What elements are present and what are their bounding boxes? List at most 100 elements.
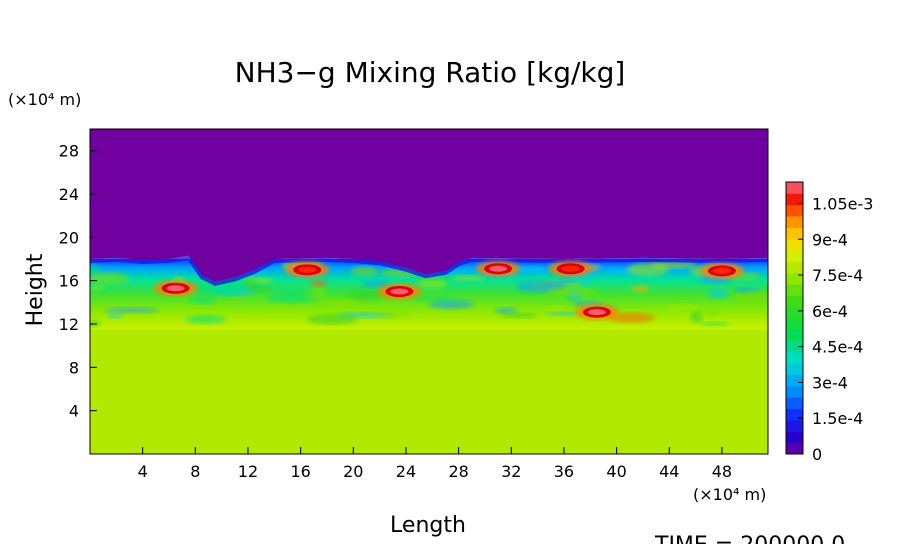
colorbar-label: 9e-4 bbox=[812, 230, 848, 249]
band-structure bbox=[265, 293, 319, 304]
time-label: TIME = 200000.0 bbox=[654, 533, 845, 544]
band-structure bbox=[191, 282, 243, 296]
colorbar-segment bbox=[786, 408, 803, 421]
band-structure bbox=[690, 310, 703, 324]
peak-core-0 bbox=[166, 285, 185, 292]
band-structure bbox=[347, 288, 385, 300]
chart-title: NH3−g Mixing Ratio [kg/kg] bbox=[235, 56, 626, 89]
band-structure bbox=[90, 263, 101, 275]
colorbar-segment bbox=[786, 272, 803, 285]
y-tick-label: 16 bbox=[59, 272, 79, 291]
band-structure bbox=[375, 309, 411, 319]
band-structure bbox=[631, 285, 650, 293]
peak-core-1 bbox=[298, 266, 317, 273]
band-structure bbox=[666, 303, 698, 312]
colorbar-segment bbox=[786, 250, 803, 262]
colorbar-label: 6e-4 bbox=[812, 302, 848, 321]
band-structure bbox=[350, 266, 379, 277]
colorbar-label: 7.5e-4 bbox=[812, 266, 863, 285]
region-lower-layer bbox=[90, 329, 768, 454]
colorbar-label: 1.05e-3 bbox=[812, 194, 873, 213]
band-structure bbox=[311, 298, 365, 309]
x-tick-label: 24 bbox=[396, 462, 416, 481]
peak-core-3 bbox=[489, 265, 508, 272]
band-structure bbox=[188, 295, 217, 304]
colorbar-label: 0 bbox=[812, 445, 822, 464]
x-tick-label: 8 bbox=[190, 462, 200, 481]
colorbar-segment bbox=[786, 340, 803, 353]
x-tick-label: 4 bbox=[138, 462, 148, 481]
x-axis-label: Length bbox=[390, 513, 466, 538]
band-structure bbox=[106, 313, 124, 319]
y-axis-label: Height bbox=[23, 253, 48, 326]
colorbar-segment bbox=[786, 420, 803, 432]
band-structure bbox=[411, 276, 457, 282]
plot-frame bbox=[89, 128, 769, 455]
colorbar-segment bbox=[786, 386, 803, 398]
band-structure bbox=[428, 299, 474, 310]
y-tick-label: 4 bbox=[69, 402, 79, 421]
y-tick-label: 8 bbox=[69, 358, 79, 377]
colorbar-frame bbox=[785, 181, 804, 455]
y-tick-label: 24 bbox=[59, 185, 79, 204]
y-tick-label: 28 bbox=[59, 142, 79, 161]
band-structure bbox=[626, 262, 669, 277]
band-structure bbox=[307, 313, 358, 325]
x-tick-label: 20 bbox=[343, 462, 363, 481]
colorbar-segment bbox=[786, 431, 803, 444]
colorbar-segment bbox=[786, 284, 803, 296]
y-tick-label: 20 bbox=[59, 228, 79, 247]
colorbar-segment bbox=[786, 193, 803, 206]
band-structure bbox=[270, 288, 315, 296]
band-structure bbox=[732, 291, 768, 305]
colorbar-segment bbox=[786, 374, 803, 387]
band-structure bbox=[310, 279, 328, 287]
colorbar-label: 1.5e-4 bbox=[812, 409, 863, 428]
band-structure bbox=[90, 272, 130, 286]
peak-core-6 bbox=[712, 267, 731, 274]
peak-core-5 bbox=[587, 309, 606, 316]
colorbar-segment bbox=[786, 204, 803, 217]
band-structure bbox=[499, 312, 538, 319]
x-tick-label: 40 bbox=[606, 462, 626, 481]
peak-core-4 bbox=[561, 265, 580, 272]
x-tick-label: 48 bbox=[712, 462, 732, 481]
band-structure bbox=[607, 312, 655, 323]
x-tick-label: 28 bbox=[448, 462, 468, 481]
colorbar-segment bbox=[786, 295, 803, 308]
x-axis-unit: (×10⁴ m) bbox=[693, 485, 766, 504]
x-tick-label: 44 bbox=[659, 462, 679, 481]
band-structure bbox=[703, 307, 722, 317]
band-structure bbox=[699, 321, 730, 327]
y-axis-unit: (×10⁴ m) bbox=[8, 90, 81, 109]
band-structure bbox=[242, 278, 258, 291]
colorbar-label: 4.5e-4 bbox=[812, 338, 863, 357]
band-structure bbox=[185, 314, 226, 325]
colorbar-segment bbox=[786, 216, 803, 228]
peak-core-2 bbox=[390, 288, 409, 295]
band-structure bbox=[90, 285, 107, 291]
y-tick-label: 12 bbox=[59, 315, 79, 334]
colorbar-segment bbox=[786, 238, 803, 251]
colorbar-segment bbox=[786, 442, 803, 455]
colorbar: 0 1.5e-4 3e-4 4.5e-4 6e-4 7.5e-4 9e-4 1.05e-3 bbox=[785, 181, 873, 464]
region-boundary bbox=[90, 255, 768, 286]
band-structure bbox=[547, 287, 598, 297]
x-tick-label: 36 bbox=[554, 462, 574, 481]
colorbar-segment bbox=[786, 363, 803, 376]
x-axis: 4 8 12 16 20 24 28 32 36 40 44 48 bbox=[138, 447, 732, 481]
band-structure bbox=[558, 278, 575, 283]
band-structure bbox=[451, 275, 485, 281]
colorbar-label: 3e-4 bbox=[812, 373, 848, 392]
band-structure bbox=[544, 311, 585, 316]
band-structure bbox=[494, 307, 518, 314]
colorbar-segment bbox=[786, 397, 803, 410]
colorbar-segment bbox=[786, 318, 803, 330]
band-structure bbox=[304, 285, 327, 299]
x-tick-label: 16 bbox=[290, 462, 310, 481]
region-upper-layer bbox=[90, 129, 768, 282]
x-tick-label: 12 bbox=[238, 462, 258, 481]
y-axis: 4 8 12 16 20 24 28 bbox=[59, 142, 97, 421]
band-structure bbox=[408, 296, 461, 302]
